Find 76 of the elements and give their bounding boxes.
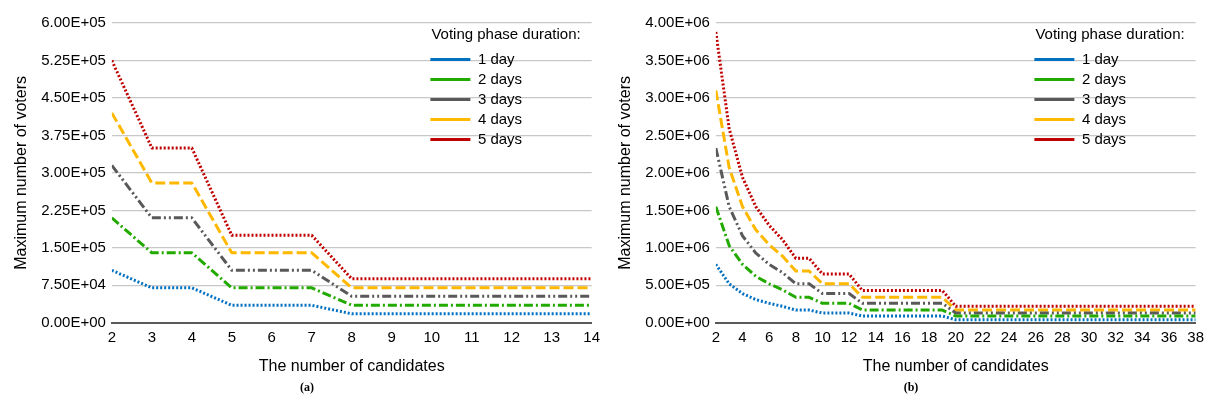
line-series — [715, 30, 1196, 308]
x-tick-label: 9 — [387, 327, 396, 345]
y-tick-label: 2.50E+06 — [645, 125, 710, 143]
line-series — [111, 216, 592, 307]
line-series — [715, 146, 1196, 315]
y-tick-label: 3.00E+06 — [645, 88, 710, 106]
x-tick-label: 4 — [187, 327, 196, 345]
y-axis-title: Maximum number of voters — [12, 75, 30, 270]
x-tick-label: 26 — [1027, 327, 1045, 345]
x-tick-label: 30 — [1080, 327, 1098, 345]
y-tick-label: 6.00E+05 — [41, 13, 106, 31]
x-tick-label: 16 — [894, 327, 911, 345]
x-tick-label: 22 — [974, 327, 991, 345]
x-tick-label: 10 — [423, 327, 441, 345]
x-tick-label: 11 — [463, 327, 480, 345]
y-tick-label: 2.00E+06 — [645, 163, 710, 181]
y-tick-label: 4.00E+06 — [645, 13, 710, 31]
legend-label: 1 day — [477, 49, 516, 67]
x-tick-label: 18 — [920, 327, 938, 345]
x-tick-label: 34 — [1134, 327, 1151, 345]
x-tick-label: 8 — [791, 327, 800, 345]
x-axis-title: The number of candidates — [258, 356, 445, 374]
legend-label: 4 days — [1081, 109, 1127, 127]
y-tick-label: 1.00E+06 — [645, 237, 710, 255]
x-tick-label: 24 — [1000, 327, 1018, 345]
line-series — [715, 205, 1196, 318]
y-tick-label: 1.50E+05 — [41, 237, 106, 255]
x-tick-label: 3 — [147, 327, 156, 345]
x-tick-label: 38 — [1187, 327, 1204, 345]
line-series — [715, 88, 1196, 312]
x-tick-label: 12 — [503, 327, 521, 345]
y-tick-label: 3.50E+06 — [645, 50, 710, 68]
text: (b) — [902, 380, 920, 395]
y-tick-label: 3.75E+05 — [41, 125, 106, 143]
y-tick-label: 7.50E+04 — [41, 275, 106, 293]
x-tick-label: 2 — [711, 327, 721, 345]
x-tick-label: 13 — [543, 327, 561, 345]
x-axis-title: The number of candidates — [862, 356, 1049, 374]
y-tick-label: 0.00E+00 — [41, 312, 106, 330]
y-tick-label: 5.25E+05 — [41, 50, 106, 68]
x-tick-label: 2 — [107, 327, 117, 345]
text: (a) — [299, 380, 315, 395]
y-tick-label: 3.00E+05 — [41, 163, 106, 181]
x-tick-label: 14 — [583, 327, 600, 345]
legend-label: 3 days — [1081, 89, 1127, 107]
line-series — [111, 163, 592, 298]
x-tick-label: 32 — [1107, 327, 1125, 345]
legend-label: 1 day — [1081, 49, 1120, 67]
legend-title: Voting phase duration: — [1035, 24, 1185, 42]
line-series — [715, 262, 1196, 322]
y-tick-label: 5.00E+05 — [645, 275, 710, 293]
y-tick-label: 1.50E+06 — [645, 200, 710, 218]
line-series — [111, 268, 592, 316]
x-tick-label: 28 — [1054, 327, 1071, 345]
x-tick-label: 14 — [867, 327, 885, 345]
legend-label: 2 days — [477, 69, 523, 87]
y-axis-title: Maximum number of voters — [616, 75, 634, 270]
legend-label: 5 days — [477, 129, 523, 147]
x-tick-label: 12 — [840, 327, 858, 345]
y-tick-label: 4.50E+05 — [41, 88, 106, 106]
x-tick-label: 10 — [814, 327, 831, 345]
legend-label: 4 days — [477, 109, 523, 127]
x-tick-label: 36 — [1160, 327, 1178, 345]
x-tick-label: 8 — [347, 327, 356, 345]
x-tick-label: 6 — [764, 327, 774, 345]
legend-label: 5 days — [1081, 129, 1127, 147]
x-tick-label: 5 — [227, 327, 236, 345]
x-tick-label: 6 — [267, 327, 276, 345]
legend-title: Voting phase duration: — [431, 24, 581, 42]
y-tick-label: 2.25E+05 — [41, 200, 106, 218]
legend-label: 3 days — [477, 89, 523, 107]
x-tick-label: 7 — [307, 327, 316, 345]
legend-label: 2 days — [1081, 69, 1127, 87]
y-tick-label: 0.00E+00 — [645, 312, 710, 330]
x-tick-label: 4 — [738, 327, 747, 345]
x-tick-label: 20 — [947, 327, 965, 345]
